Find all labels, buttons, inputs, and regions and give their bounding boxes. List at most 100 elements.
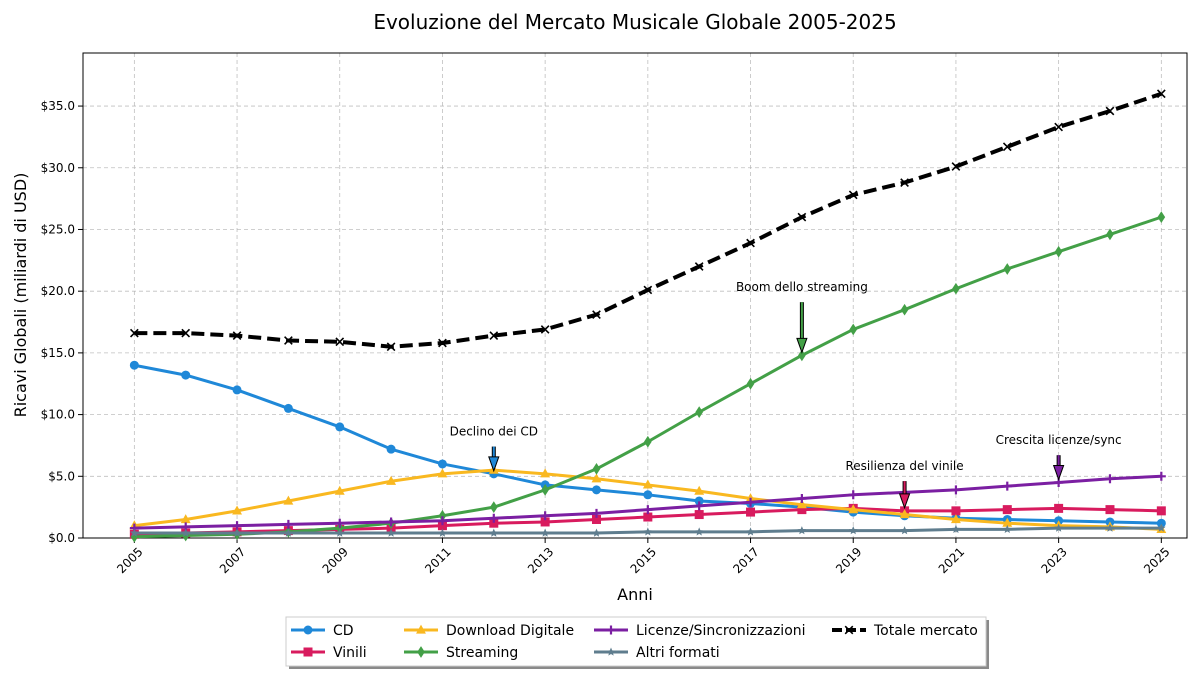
data-point-cd (1156, 518, 1166, 528)
legend-label: Streaming (446, 645, 518, 661)
data-point-totale-mercato (592, 310, 601, 319)
series-altri-formati (130, 523, 1166, 537)
annotation-boom-dello-streaming: Boom dello streaming (736, 280, 868, 354)
data-point-altri-formati (643, 527, 653, 536)
data-point-download-digitale (796, 499, 807, 509)
data-point-vinili (951, 506, 961, 516)
data-point-streaming (541, 484, 549, 496)
data-point-download-digitale (232, 505, 242, 515)
data-point-totale-mercato (335, 337, 345, 347)
annotation-text: Boom dello streaming (736, 280, 868, 294)
chart-title: Evoluzione del Mercato Musicale Globale … (373, 10, 896, 34)
data-point-download-digitale (899, 509, 910, 519)
data-point-cd (129, 360, 139, 370)
data-point-marker (303, 647, 313, 657)
annotation-text: Crescita licenze/sync (996, 433, 1122, 447)
series-totale-mercato (129, 89, 1166, 352)
data-point-streaming (695, 406, 704, 418)
data-point-licenze-sincronizzazioni (694, 501, 704, 511)
data-point-streaming (592, 463, 601, 475)
data-point-altri-formati (130, 528, 139, 537)
data-point-vinili (1002, 505, 1012, 515)
data-point-licenze-sincronizzazioni (797, 494, 807, 504)
data-point-altri-formati (797, 526, 807, 535)
data-point-download-digitale (694, 485, 705, 495)
data-point-streaming (438, 509, 447, 522)
data-point-download-digitale (334, 485, 345, 495)
data-point-streaming (1157, 211, 1166, 223)
data-point-licenze-sincronizzazioni (540, 511, 550, 521)
data-point-cd (335, 422, 345, 432)
y-tick-label: $15.0 (41, 346, 75, 360)
legend-label: Download Digitale (446, 623, 574, 639)
data-point-altri-formati (1105, 523, 1115, 532)
data-point-marker (844, 625, 854, 635)
legend-item-cd: CD (291, 623, 354, 639)
data-point-vinili (797, 505, 807, 515)
data-point-cd (181, 370, 191, 380)
data-point-download-digitale (386, 475, 397, 485)
y-tick-label: $10.0 (41, 408, 75, 422)
data-point-streaming (798, 349, 806, 362)
data-point-vinili (591, 514, 601, 524)
data-point-altri-formati (592, 528, 601, 537)
legend: CD Vinili Download Digitale Streaming Licenz… (285, 616, 989, 669)
y-tick-label: $35.0 (41, 99, 75, 113)
annotation-arrow-head (488, 456, 500, 473)
data-point-altri-formati (438, 528, 447, 537)
data-point-download-digitale (591, 473, 602, 483)
data-point-altri-formati (232, 528, 242, 537)
data-point-cd (232, 385, 242, 395)
data-point-download-digitale (540, 468, 551, 478)
y-tick-label: $5.0 (48, 469, 75, 483)
data-point-download-digitale (642, 479, 653, 489)
data-point-altri-formati (335, 528, 345, 537)
data-point-vinili (1054, 503, 1064, 513)
data-point-vinili (437, 521, 447, 531)
annotations: Declino dei CD Boom dello streaming Resili… (450, 280, 1122, 510)
data-point-marker (606, 647, 616, 656)
legend-item-vinili: Vinili (291, 645, 367, 661)
series (129, 89, 1167, 543)
data-point-licenze-sincronizzazioni (437, 516, 447, 526)
data-point-licenze-sincronizzazioni (489, 513, 499, 523)
data-point-totale-mercato (438, 338, 447, 348)
data-point-totale-mercato (284, 336, 293, 345)
data-point-altri-formati (284, 528, 293, 537)
data-point-streaming (1003, 263, 1012, 275)
data-point-licenze-sincronizzazioni (386, 517, 396, 527)
data-point-totale-mercato (540, 325, 550, 334)
legend-label: Totale mercato (873, 623, 978, 639)
data-point-totale-mercato (1156, 89, 1166, 99)
y-axis-label: Ricavi Globali (miliardi di USD) (11, 173, 30, 418)
data-point-vinili (643, 512, 653, 522)
data-point-marker (606, 625, 616, 635)
data-point-altri-formati (848, 526, 858, 535)
data-point-totale-mercato (1054, 122, 1063, 132)
data-point-vinili (746, 507, 756, 517)
annotation-crescita-licenze-sync: Crescita licenze/sync (996, 433, 1122, 481)
legend-label: Altri formati (636, 645, 720, 661)
data-point-download-digitale (180, 514, 191, 524)
data-point-totale-mercato (232, 331, 242, 340)
data-point-licenze-sincronizzazioni (591, 508, 601, 518)
data-point-licenze-sincronizzazioni (283, 519, 293, 529)
plot-area-frame (82, 52, 1188, 539)
legend-item-altri-formati: Altri formati (594, 645, 720, 661)
data-point-cd (591, 485, 601, 495)
data-point-altri-formati (1157, 523, 1166, 532)
data-point-streaming (746, 377, 755, 390)
data-point-streaming (335, 522, 344, 534)
data-point-totale-mercato (746, 238, 755, 248)
data-point-streaming (900, 303, 909, 316)
data-point-altri-formati (951, 524, 961, 533)
data-point-totale-mercato (900, 178, 909, 187)
annotation-arrow-head (1052, 464, 1065, 481)
data-point-licenze-sincronizzazioni (951, 485, 961, 495)
data-point-streaming (644, 435, 652, 448)
data-point-vinili (694, 510, 704, 520)
data-point-licenze-sincronizzazioni (1156, 471, 1166, 481)
data-point-altri-formati (746, 527, 755, 536)
